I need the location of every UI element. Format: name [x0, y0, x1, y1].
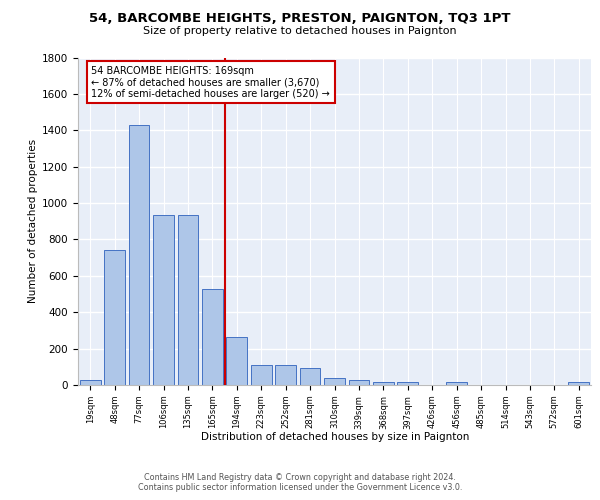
Text: Distribution of detached houses by size in Paignton: Distribution of detached houses by size …: [200, 432, 469, 442]
Bar: [128, 125, 149, 385]
Bar: [275, 365, 296, 385]
Text: 54 BARCOMBE HEIGHTS: 169sqm
← 87% of detached houses are smaller (3,670)
12% of : 54 BARCOMBE HEIGHTS: 169sqm ← 87% of det…: [91, 66, 330, 99]
Bar: [202, 288, 223, 385]
Text: Size of property relative to detached houses in Paignton: Size of property relative to detached ho…: [143, 26, 457, 36]
Text: Contains HM Land Registry data © Crown copyright and database right 2024.
Contai: Contains HM Land Registry data © Crown c…: [138, 472, 462, 492]
Bar: [324, 378, 345, 385]
Bar: [104, 250, 125, 385]
Text: 54, BARCOMBE HEIGHTS, PRESTON, PAIGNTON, TQ3 1PT: 54, BARCOMBE HEIGHTS, PRESTON, PAIGNTON,…: [89, 12, 511, 24]
Bar: [226, 337, 247, 385]
Bar: [251, 365, 272, 385]
Bar: [153, 215, 174, 385]
Bar: [446, 382, 467, 385]
Y-axis label: Number of detached properties: Number of detached properties: [28, 139, 38, 304]
Bar: [397, 382, 418, 385]
Bar: [568, 382, 589, 385]
Bar: [349, 380, 370, 385]
Bar: [80, 380, 101, 385]
Bar: [178, 215, 199, 385]
Bar: [373, 382, 394, 385]
Bar: [299, 368, 320, 385]
